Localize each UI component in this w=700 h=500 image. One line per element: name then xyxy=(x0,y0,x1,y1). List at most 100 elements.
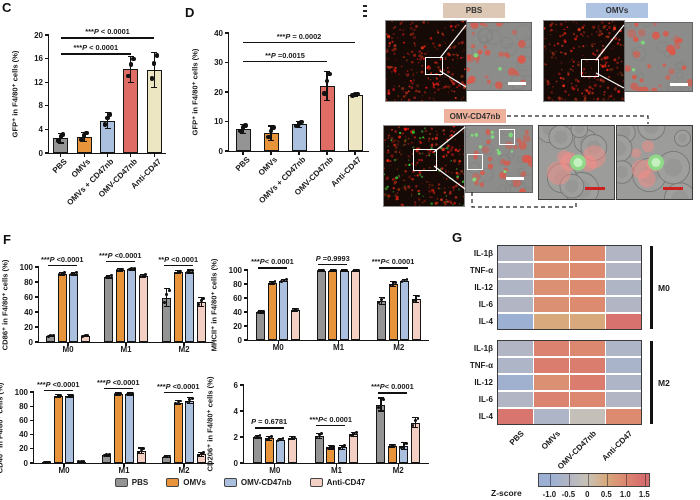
data-point xyxy=(259,310,263,314)
significance-line xyxy=(47,264,77,267)
data-point xyxy=(354,269,358,272)
heatmap-cell xyxy=(570,374,605,391)
data-point xyxy=(324,78,330,84)
data-point xyxy=(319,269,323,272)
bar xyxy=(316,270,326,340)
data-point xyxy=(411,423,415,427)
data-point xyxy=(49,334,53,338)
data-point xyxy=(266,134,271,140)
error-cap xyxy=(57,142,64,144)
legend-label: OMV-CD47nb xyxy=(240,478,292,487)
fluorescence-image-pbs xyxy=(385,20,467,102)
heatmap-row-label: IL-12 xyxy=(474,377,493,387)
data-point xyxy=(141,274,145,277)
error-cap xyxy=(104,127,111,129)
bar xyxy=(400,280,410,340)
error-bar xyxy=(166,288,168,307)
error-cap xyxy=(378,303,385,305)
heatmap-column-label: OMVs xyxy=(539,429,562,452)
significance-line xyxy=(105,261,135,263)
data-point xyxy=(270,435,273,439)
data-point xyxy=(128,62,134,67)
legend-swatch xyxy=(223,478,237,487)
data-point xyxy=(414,296,418,299)
data-point xyxy=(86,334,90,337)
error-cap xyxy=(66,397,73,399)
error-cap xyxy=(401,281,408,283)
significance-text: ***P <0.0001 xyxy=(96,377,140,387)
legend-swatch xyxy=(309,478,323,487)
y-tick xyxy=(244,339,248,341)
x-tick xyxy=(106,153,109,157)
data-point xyxy=(116,392,120,396)
data-point xyxy=(265,437,268,441)
y-tick-label: 0 xyxy=(233,458,238,468)
error-cap xyxy=(126,394,133,396)
data-point xyxy=(139,275,143,279)
data-point xyxy=(174,271,178,275)
error-cap xyxy=(240,123,246,126)
microscopy-label-pbs: PBS xyxy=(443,3,505,18)
bar xyxy=(173,272,183,342)
x-tick xyxy=(337,340,340,344)
heatmap-cell xyxy=(570,279,605,296)
significance-line xyxy=(254,427,284,429)
heatmap-group-bracket xyxy=(650,341,653,424)
inset-image-omv-cd47nb xyxy=(465,125,533,193)
bar xyxy=(339,270,349,340)
heatmap-group-bracket xyxy=(650,246,653,329)
legend-label: PBS xyxy=(131,478,149,487)
data-point xyxy=(58,273,62,276)
bar xyxy=(287,438,297,463)
significance-line xyxy=(318,263,348,266)
heatmap-group-label: M0 xyxy=(658,282,670,293)
data-point xyxy=(355,91,360,96)
bar xyxy=(104,276,114,342)
micrograph-speckles xyxy=(625,23,692,91)
data-point xyxy=(293,435,296,439)
error-bar xyxy=(414,417,416,428)
data-point xyxy=(412,299,415,302)
data-point xyxy=(276,438,280,442)
x-category-label: M1 xyxy=(120,345,132,354)
error-cap xyxy=(327,448,334,450)
significance-line xyxy=(243,61,327,63)
error-cap xyxy=(117,270,124,272)
data-point xyxy=(125,393,129,397)
bar xyxy=(125,394,135,463)
bar xyxy=(185,271,195,342)
data-point xyxy=(202,451,206,455)
y-axis-label: GFP⁺ in F4/80⁺ cells (%) xyxy=(190,48,200,136)
bar xyxy=(115,270,125,342)
data-point xyxy=(340,269,344,273)
zoom-box xyxy=(425,57,443,75)
significance-text: ***P< 0.0001 xyxy=(309,414,353,424)
heatmap-cell xyxy=(498,313,533,329)
bar xyxy=(173,402,183,463)
heatmap-row-label: IL-1β xyxy=(473,343,493,353)
heatmap-cell xyxy=(534,374,569,391)
heatmap-cell xyxy=(498,246,533,262)
significance-text: ***P = 0.0002 xyxy=(276,31,322,41)
x-tick xyxy=(83,153,85,157)
data-point xyxy=(267,436,271,439)
error-cap xyxy=(268,125,274,127)
error-cap xyxy=(127,55,134,57)
y-tick xyxy=(244,269,248,271)
heatmap-cell xyxy=(570,313,605,329)
x-tick xyxy=(398,340,400,344)
x-tick xyxy=(242,151,244,155)
significance-line xyxy=(60,53,131,55)
significance-text: **P =0.0015 xyxy=(265,51,305,61)
data-point xyxy=(391,281,395,285)
x-category-label: M2 xyxy=(393,343,405,352)
error-cap xyxy=(257,312,264,314)
chart-gfp-facs-c: 0 4 8 12 16 20 GFP⁺ in F4/80⁺ cells (%) PBS OMVs… xyxy=(11,27,166,207)
heatmap-cell xyxy=(498,357,533,374)
data-point xyxy=(107,274,111,278)
data-point xyxy=(417,294,420,298)
y-tick xyxy=(35,326,39,328)
bar xyxy=(411,298,421,340)
error-cap xyxy=(81,141,88,143)
